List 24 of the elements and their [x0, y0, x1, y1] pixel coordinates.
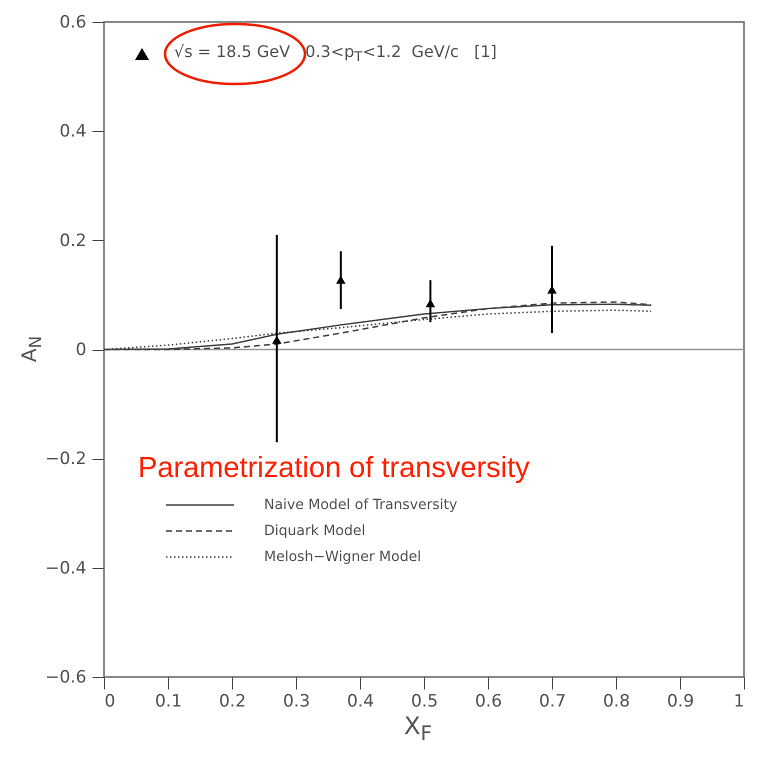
y-tick-label: −0.2 [45, 449, 86, 470]
x-axis-title: X$_{F}$ [404, 712, 432, 745]
legend-label: Melosh−Wigner Model [264, 549, 422, 565]
legend-label: Diquark Model [264, 523, 366, 539]
x-tick-label: 0.7 [538, 692, 566, 712]
y-tick-label: −0.6 [45, 668, 86, 688]
y-tick-label: 0.2 [59, 230, 86, 251]
x-tick-label: 0.3 [282, 692, 310, 712]
legend-label: Naive Model of Transversity [264, 497, 458, 513]
y-tick-label: 0.4 [59, 122, 86, 142]
legend-label: √s = 18.5 GeV 0.3<p$_{T}$<1.2 GeV/c [1] [174, 42, 497, 66]
x-tick-label: 0.9 [666, 692, 694, 712]
x-tick-label: 0.6 [474, 692, 502, 712]
y-tick-label: 0 [76, 340, 86, 360]
y-tick-label: −0.4 [45, 558, 86, 578]
legend-title: Parametrization of transversity [138, 452, 530, 485]
x-tick-label: 0 [104, 692, 116, 712]
y-tick-label: 0.6 [59, 12, 86, 32]
x-tick-label: 0.1 [154, 692, 182, 712]
x-tick-label: 0.4 [346, 692, 374, 712]
x-tick-label: 1 [734, 692, 744, 712]
x-tick-label: 0.5 [410, 692, 438, 712]
x-tick-label: 0.2 [218, 692, 246, 712]
x-tick-label: 0.8 [602, 692, 630, 712]
